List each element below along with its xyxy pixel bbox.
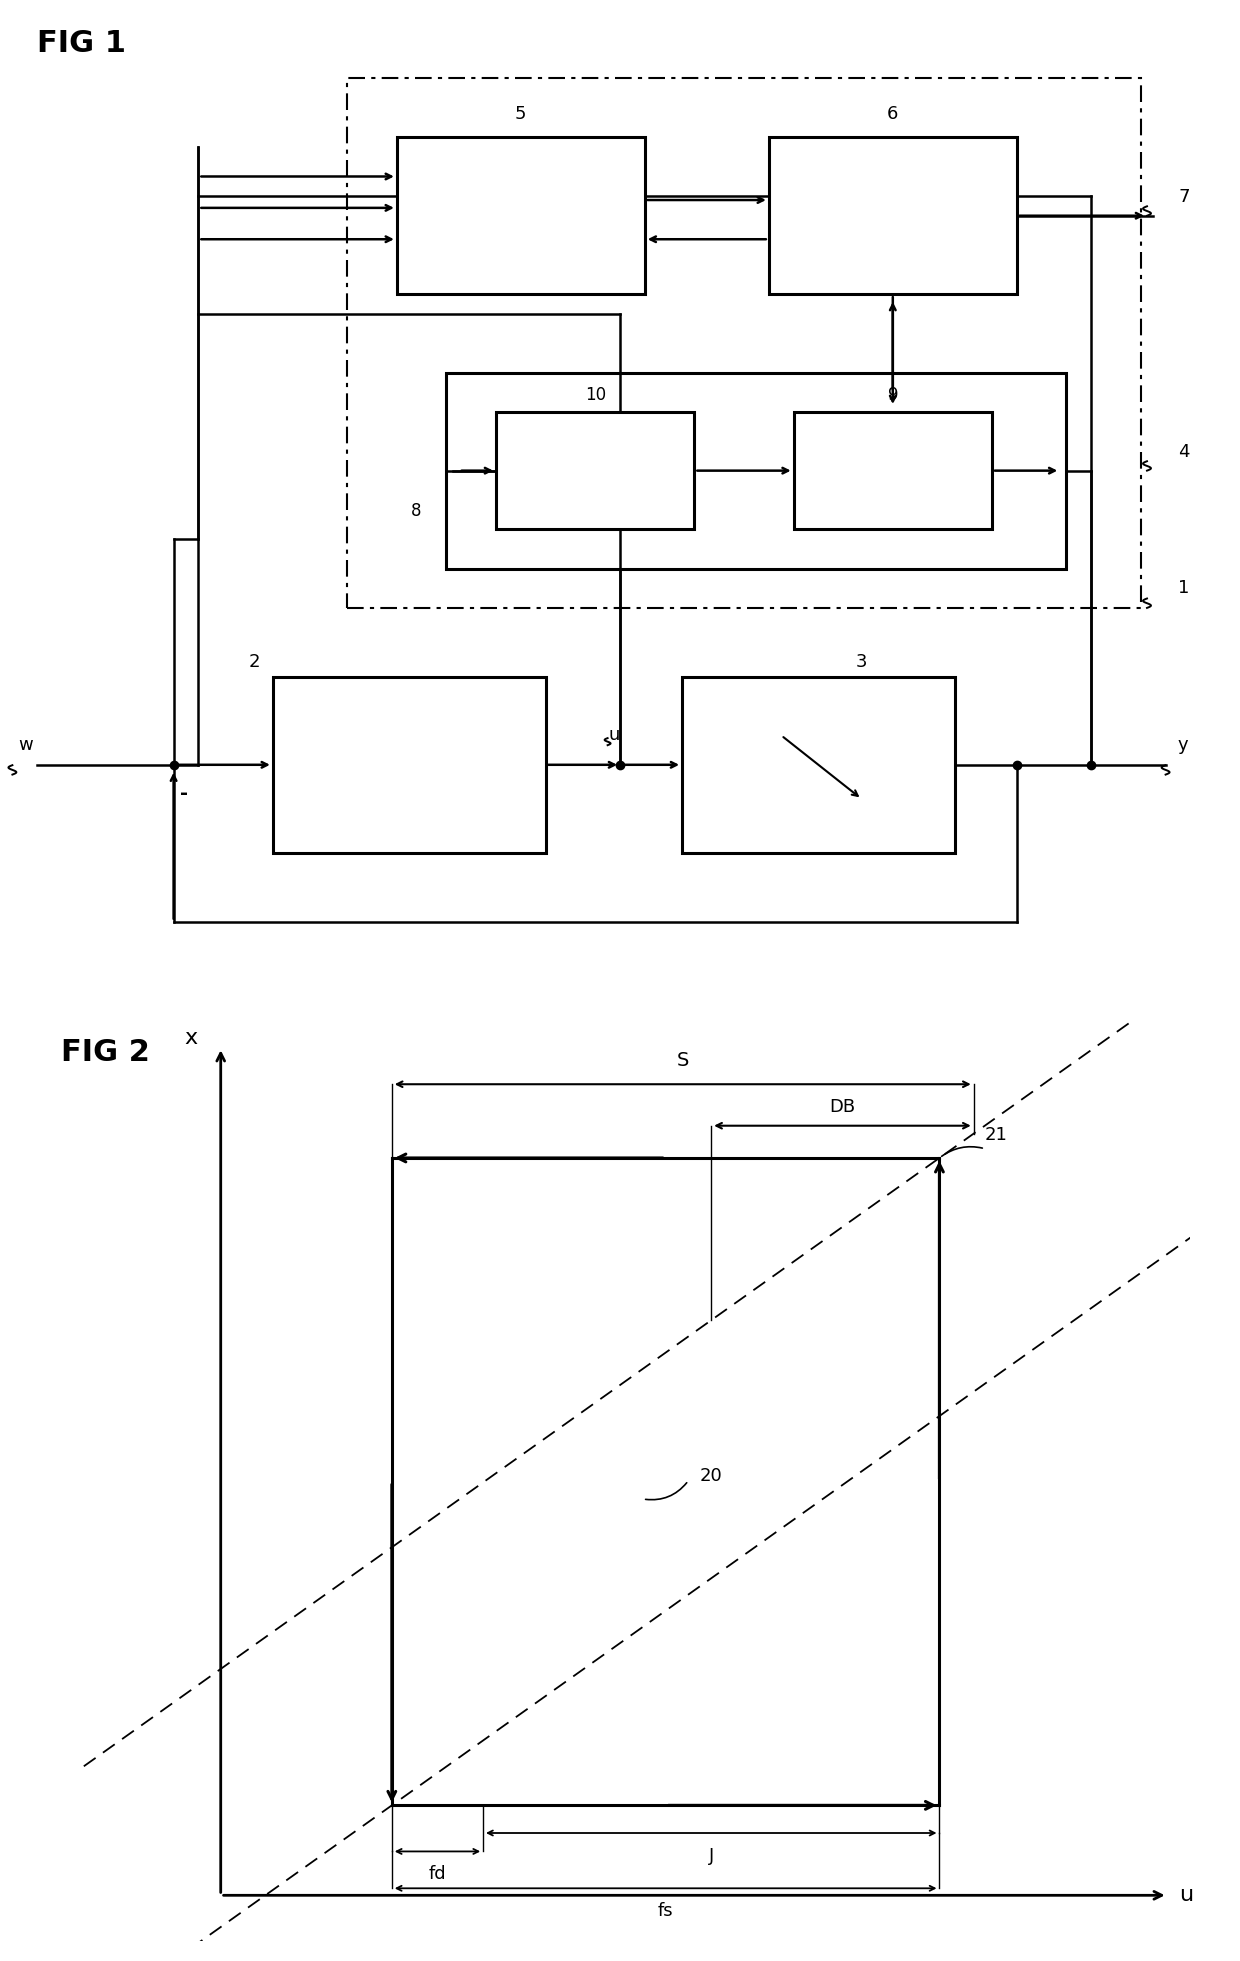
Bar — [397, 137, 645, 294]
Text: 4: 4 — [1178, 443, 1189, 461]
Bar — [347, 78, 1141, 608]
Text: FIG 1: FIG 1 — [37, 29, 126, 59]
Text: w: w — [19, 735, 33, 755]
Bar — [273, 677, 546, 853]
Text: 20: 20 — [699, 1467, 723, 1484]
Text: 7: 7 — [1178, 188, 1189, 206]
Text: fs: fs — [657, 1902, 673, 1920]
Text: FIG 2: FIG 2 — [61, 1037, 150, 1067]
Text: fd: fd — [429, 1865, 446, 1883]
Text: 10: 10 — [584, 386, 606, 404]
Bar — [496, 412, 694, 529]
Text: 3: 3 — [856, 653, 867, 671]
Text: 1: 1 — [1178, 578, 1189, 598]
Bar — [682, 677, 955, 853]
Bar — [446, 373, 1066, 569]
Text: 2: 2 — [249, 653, 260, 671]
Text: J: J — [708, 1847, 714, 1865]
Text: y: y — [1178, 735, 1189, 755]
Text: 6: 6 — [887, 104, 899, 122]
Text: u: u — [608, 726, 620, 745]
Text: -: - — [180, 784, 187, 804]
Text: 9: 9 — [888, 386, 898, 404]
Text: 5: 5 — [515, 104, 527, 122]
Text: 8: 8 — [412, 502, 422, 520]
Text: S: S — [677, 1051, 689, 1071]
Text: u: u — [1179, 1885, 1193, 1906]
Bar — [794, 412, 992, 529]
Text: 21: 21 — [985, 1126, 1008, 1143]
Bar — [769, 137, 1017, 294]
Text: x: x — [185, 1028, 198, 1047]
Text: DB: DB — [830, 1098, 856, 1116]
